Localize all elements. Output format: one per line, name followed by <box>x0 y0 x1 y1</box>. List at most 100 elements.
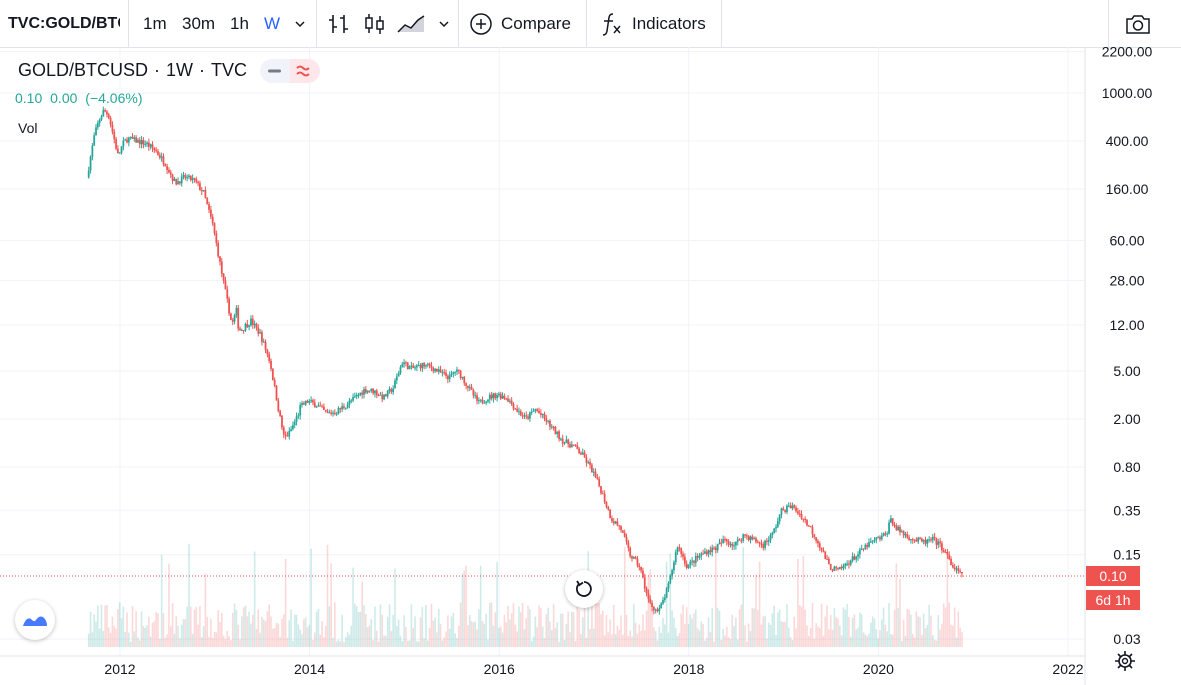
volume-bar <box>171 603 174 647</box>
candle-body <box>857 554 859 557</box>
candle-body <box>275 385 278 401</box>
candle-body <box>627 541 630 548</box>
camera-icon[interactable] <box>1124 0 1152 47</box>
volume-bar <box>625 614 628 647</box>
volume-bar <box>921 635 923 647</box>
chevron-down-icon[interactable] <box>437 0 451 47</box>
volume-bar <box>862 632 865 647</box>
candle-body <box>826 558 828 560</box>
interval-1m-button[interactable]: 1m <box>143 13 167 33</box>
tradingview-logo-icon[interactable] <box>15 600 55 640</box>
volume-bar <box>153 621 156 647</box>
volume-bar <box>578 610 580 647</box>
compare-button[interactable]: Compare <box>469 0 571 47</box>
candle-body <box>673 562 675 571</box>
candle-body <box>758 542 761 544</box>
volume-bar <box>859 612 861 647</box>
price-axis[interactable]: 2200.00 1000.00 400.00 160.00 60.00 28.00 12.0… <box>1102 47 1153 647</box>
legend-status-pill[interactable] <box>260 59 320 83</box>
candle-body <box>381 394 384 400</box>
volume-bar <box>536 627 538 647</box>
volume-bar <box>891 634 894 647</box>
candle-body <box>445 372 447 376</box>
volume-bar <box>547 607 549 647</box>
volume-bar <box>488 602 491 647</box>
volume-bar <box>193 609 196 647</box>
volume-bar <box>221 612 223 647</box>
volume-bar <box>100 604 103 647</box>
volume-bar <box>554 628 557 647</box>
candle-body <box>806 520 808 526</box>
candle-body <box>731 543 734 547</box>
volume-bar <box>487 639 489 647</box>
interval-w-button[interactable]: W <box>264 13 281 33</box>
candle-body <box>370 388 373 392</box>
candle-body <box>882 533 885 536</box>
bar-chart-icon[interactable] <box>328 0 350 47</box>
indicators-button[interactable]: Indicators <box>600 0 706 47</box>
volume-bar <box>199 606 201 647</box>
candle-body <box>614 521 617 524</box>
interval-1h-button[interactable]: 1h <box>230 13 249 33</box>
volume-bar <box>359 611 362 647</box>
volume-bar <box>591 581 593 647</box>
candle-body <box>421 362 424 369</box>
legend-change-percent: (−4.06%) <box>85 90 143 106</box>
candle-body <box>508 400 511 402</box>
candle-body <box>439 369 442 373</box>
legend-values: 0.10 0.00 (−4.06%) <box>15 90 146 106</box>
chevron-down-icon[interactable] <box>293 0 307 47</box>
interval-30m-button[interactable]: 30m <box>182 13 216 33</box>
candle-body <box>667 583 670 589</box>
time-axis[interactable]: 2012 2014 2016 2018 2020 2022 <box>104 661 1083 677</box>
area-chart-icon[interactable] <box>396 0 426 47</box>
volume-bar <box>880 619 883 647</box>
volume-bar <box>614 633 617 647</box>
candle-body <box>372 388 375 394</box>
candle-body <box>855 556 858 560</box>
candle-body <box>603 493 606 503</box>
volume-bar <box>705 637 708 647</box>
legend-title[interactable]: GOLD/BTCUSD · 1W · TVC <box>18 60 247 81</box>
volume-bar <box>275 622 278 647</box>
volume-bar <box>104 605 106 647</box>
candle-body <box>461 376 464 378</box>
volume-bar <box>133 631 136 647</box>
candle-body <box>426 363 429 365</box>
volume-bar <box>937 615 940 647</box>
volume-bar <box>828 629 830 647</box>
volume-bar <box>718 610 721 647</box>
volume-bar <box>237 624 240 647</box>
settings-gear-icon[interactable] <box>1115 651 1135 671</box>
volume-bar <box>735 617 737 647</box>
candle-body <box>498 393 500 396</box>
candle-body <box>392 388 395 393</box>
candle-body <box>450 373 453 375</box>
candle-body <box>333 412 336 414</box>
volume-bar <box>406 640 409 647</box>
candle-body <box>598 478 601 487</box>
candle-body <box>926 539 929 544</box>
candle-body <box>618 525 621 527</box>
candle-body <box>479 399 482 401</box>
volume-bar <box>740 604 743 647</box>
volume-bar <box>297 624 300 647</box>
toolbar-divider <box>721 0 722 47</box>
volume-bar <box>826 605 828 647</box>
volume-bar <box>222 635 225 647</box>
reset-chart-button[interactable] <box>565 570 603 608</box>
candle-body <box>353 396 356 398</box>
candle-body <box>352 396 354 401</box>
rotate-icon <box>576 580 592 597</box>
price-chart[interactable]: 2200.00 1000.00 400.00 160.00 60.00 28.00 12.0… <box>0 47 1181 685</box>
candle-body <box>239 328 241 331</box>
candle-body <box>308 401 311 403</box>
candle-body <box>113 131 116 140</box>
candle-body <box>326 411 329 413</box>
volume-bar <box>917 616 920 647</box>
candle-body <box>91 145 94 157</box>
candle-body <box>527 416 529 419</box>
symbol-search-button[interactable]: TVC:GOLD/BTCUSD <box>8 14 120 32</box>
candles-icon[interactable] <box>363 0 387 47</box>
candle-body <box>518 411 520 413</box>
